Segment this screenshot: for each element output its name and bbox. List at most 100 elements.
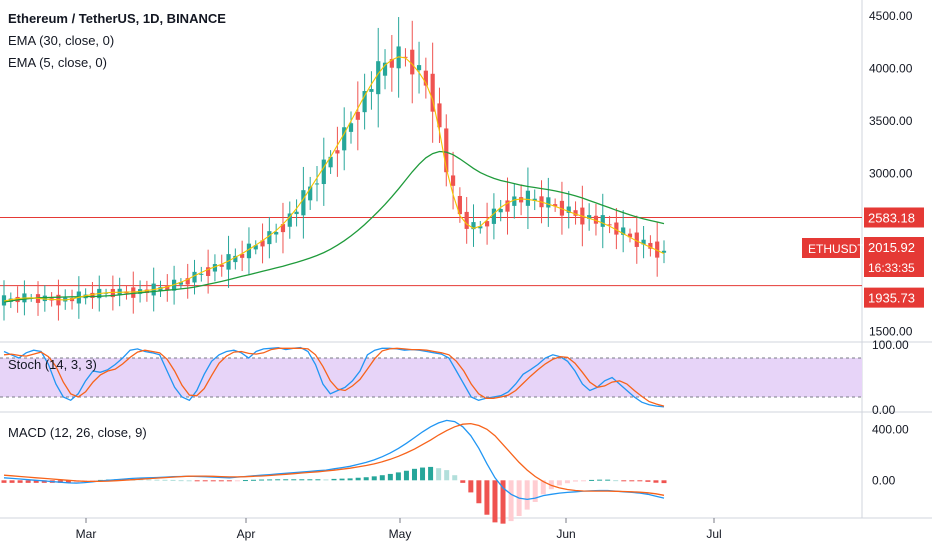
candle-up [274,232,279,235]
macd-histogram-bar [597,479,603,481]
candle-down [144,289,149,294]
countdown-label: 16:33:35 [868,261,915,275]
candle-up [328,156,333,168]
macd-histogram-bar [234,480,240,482]
candle-up [246,243,252,259]
macd-histogram-bar [202,480,208,482]
candle-down [110,288,115,298]
candle-up [301,190,306,216]
candle-down [355,111,360,120]
macd-histogram-bar [283,479,289,481]
macd-histogram-bar [556,480,562,486]
candle-down [165,285,170,291]
macd-histogram-bar [17,480,23,483]
candle-down [450,175,456,186]
macd-histogram-bar [605,479,611,481]
ema30-line [3,150,665,303]
macd-histogram-bar [267,479,273,481]
macd-histogram-bar [532,480,538,502]
time-tick-label: Apr [237,527,256,541]
ema5-label: EMA (5, close, 0) [8,55,107,70]
candle-down [505,200,510,212]
macd-histogram-bar [41,480,47,483]
candle-up [172,279,177,291]
stoch-tick-label: 0.00 [872,403,896,417]
macd-histogram-bar [315,479,321,481]
chart-title: Ethereum / TetherUS, 1D, BINANCE [8,11,226,26]
candle-up [342,127,347,151]
candle-down [607,224,612,226]
macd-histogram-bar [275,479,281,481]
macd-histogram-bar [218,480,224,482]
candle-down [206,267,211,276]
last-price-bg [864,237,924,277]
candle-up [525,190,531,206]
candle-up [348,123,354,132]
candle-down [185,278,190,285]
candle-up [178,282,184,285]
macd-histogram-bar [637,480,643,482]
macd-histogram-bar [572,480,578,482]
last-price-label: 2015.92 [868,240,915,255]
candle-up [587,215,592,219]
candle-up [621,227,626,235]
candle-up [532,198,537,201]
macd-histogram-bar [154,479,160,481]
macd-histogram-bar [251,479,257,481]
symbol-tag-bg [802,238,860,258]
macd-histogram-bar [194,480,200,482]
macd-tick-label: 400.00 [872,422,909,436]
ema5-line [3,56,665,302]
candle-up [212,264,218,272]
macd-histogram-bar [347,478,353,481]
candle-up [491,208,496,224]
macd-histogram-bar [500,480,506,524]
candle-up [294,211,299,215]
macd-histogram-bar [452,475,458,481]
stoch-d-line [3,347,665,407]
price-tick-label: 4500.00 [869,9,913,23]
time-tick-label: Jul [706,527,721,541]
macd-histogram-bar [428,466,434,481]
candle-down [240,253,245,258]
resistance-price-label: 2583.18 [868,210,915,225]
macd-histogram-bar [33,480,39,483]
support-price-label-bg [864,287,924,308]
macd-histogram-bar [162,479,168,481]
macd-histogram-bar [387,473,393,481]
symbol-tag: ETHUSDT [808,242,865,256]
candle-down [69,298,75,302]
candle-down [437,103,442,128]
candle-up [1,295,7,306]
macd-histogram-bar [323,479,329,481]
candle-up [478,226,483,229]
candle-up [641,239,646,245]
macd-histogram-bar [363,477,369,481]
time-tick-label: Mar [76,527,97,541]
candle-down [655,241,660,258]
candle-up [253,245,258,250]
candle-up [661,250,667,253]
macd-histogram-bar [540,480,546,495]
time-tick-label: Jun [556,527,575,541]
stoch-tick-label: 100.00 [872,338,909,352]
candle-down [559,200,565,216]
macd-histogram-bar [307,479,313,481]
macd-histogram-bar [564,480,570,484]
candle-down [648,242,653,249]
price-tick-label: 4000.00 [869,61,913,75]
macd-histogram-bar [508,480,514,522]
candle-down [389,59,394,68]
macd-histogram-bar [581,480,587,482]
candle-down [464,211,469,229]
stoch-k-line [3,346,665,408]
candle-up [498,208,503,213]
candle-down [335,150,340,154]
macd-histogram-bar [476,480,482,504]
candle-up [287,213,292,227]
price-tick-label: 1500.00 [869,324,913,338]
candle-up [376,61,381,95]
macd-histogram-bar [395,472,401,481]
candle-down [614,222,619,235]
